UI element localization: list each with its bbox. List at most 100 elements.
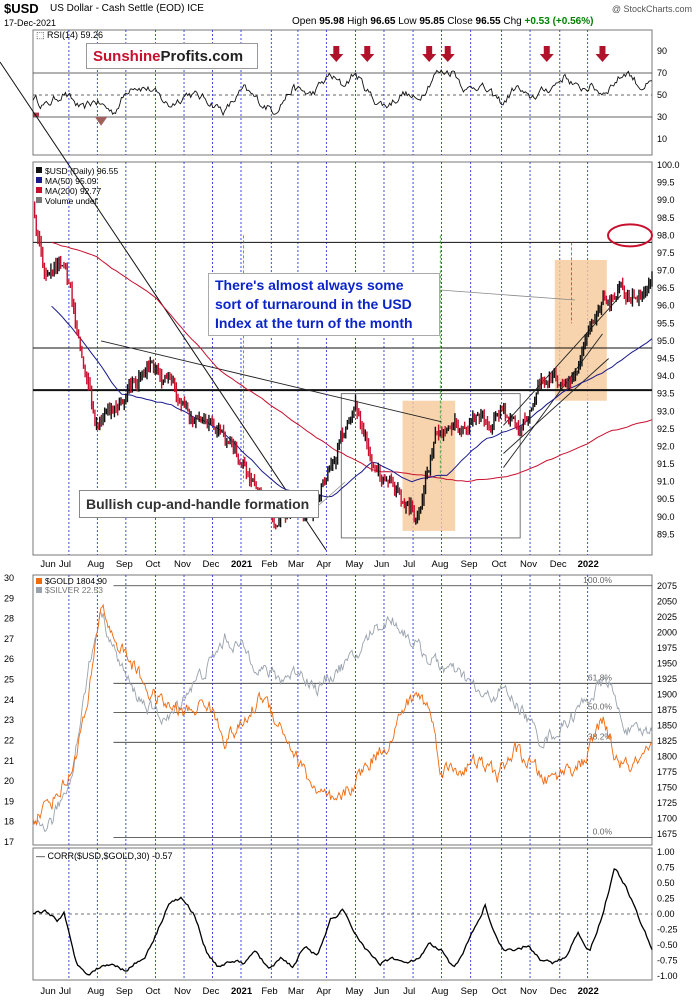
instrument-name: US Dollar - Cash Settle (EOD) ICE	[50, 3, 204, 14]
silver-tick-label: 30	[4, 573, 14, 583]
legend-swatch	[36, 187, 42, 193]
panel-frame-gold	[32, 574, 653, 846]
x-axis-label: Jul	[403, 986, 415, 997]
usd-tick-label: 98.5	[657, 213, 675, 223]
corr-tick-label: 0.00	[657, 909, 675, 919]
usd-tick-label: 97.5	[657, 248, 675, 258]
rsi-signal-arrow-icon	[360, 46, 375, 62]
x-axis-label: Mar	[288, 986, 304, 997]
usd-tick-label: 91.0	[657, 477, 675, 487]
x-axis-label: May	[345, 986, 363, 997]
gold-tick-label: 1750	[657, 783, 677, 793]
silver-tick-label: 28	[4, 614, 14, 624]
gold-tick-label: 1875	[657, 705, 677, 715]
x-axis-label: Oct	[146, 559, 161, 570]
silver-tick-label: 17	[4, 837, 14, 847]
x-axis-label: 2021	[231, 986, 253, 997]
silver-tick-label: 22	[4, 735, 14, 745]
usd-tick-label: 91.5	[657, 459, 675, 469]
rsi-signal-arrow-icon	[329, 46, 344, 62]
x-axis-label: Sep	[461, 986, 478, 997]
gold-tick-label: 2025	[657, 612, 677, 622]
chg-value: +0.53 (+0.56%)	[524, 16, 594, 27]
gold-tick-label: 1725	[657, 798, 677, 808]
x-axis-label: May	[345, 559, 363, 570]
silver-tick-label: 23	[4, 715, 14, 725]
x-axis-label: Feb	[261, 559, 277, 570]
x-axis-label: Apr	[316, 559, 331, 570]
x-axis-label: Dec	[203, 986, 220, 997]
fibonacci-label: 38.2%	[588, 731, 613, 741]
usd-tick-label: 96.0	[657, 301, 675, 311]
silver-line	[32, 611, 653, 833]
x-axis-label: 2022	[578, 986, 599, 997]
gold-tick-label: 1925	[657, 674, 677, 684]
cup-formation-box	[340, 393, 521, 539]
corr-line	[33, 868, 653, 976]
trend-line	[100, 340, 442, 423]
x-axis-label: Sep	[116, 559, 133, 570]
x-axis-label: 2021	[231, 559, 253, 570]
silver-tick-label: 24	[4, 695, 14, 705]
chart-date: 17-Dec-2021	[4, 18, 57, 28]
silver-tick-label: 27	[4, 634, 14, 644]
chg-label: Chg	[503, 16, 522, 27]
rsi-line	[32, 69, 652, 117]
gold-tick-label: 1950	[657, 658, 677, 668]
target-ellipse-icon	[607, 223, 653, 248]
usd-tick-label: 99.0	[657, 195, 675, 205]
usd-tick-label: 89.5	[657, 529, 675, 539]
gold-tick-label: 1825	[657, 736, 677, 746]
gold-legend-item: $GOLD 1804.90	[45, 576, 107, 586]
x-axis-label: Nov	[174, 559, 191, 570]
corr-tick-label: 0.75	[657, 863, 675, 873]
x-axis-label: Aug	[87, 986, 104, 997]
x-axis-label: Oct	[146, 986, 161, 997]
usd-price-series	[33, 201, 653, 530]
annotation-pointer	[318, 481, 346, 506]
turnaround-annotation: There's almost always some sort of turna…	[208, 273, 440, 336]
usd-tick-label: 97.0	[657, 266, 675, 276]
annotation-pointer	[439, 289, 576, 301]
silver-tick-label: 19	[4, 796, 14, 806]
usd-tick-label: 94.0	[657, 371, 675, 381]
fibonacci-label: 50.0%	[588, 701, 613, 711]
usd-tick-label: 90.0	[657, 512, 675, 522]
x-axis-label: Sep	[461, 559, 478, 570]
usd-legend-item: $USD (Daily) 96.55	[45, 166, 118, 176]
channel-line-lower	[503, 358, 609, 454]
corr-tick-label: -0.75	[657, 956, 678, 966]
x-axis-label: 2022	[578, 559, 599, 570]
gold-tick-label: 1850	[657, 721, 677, 731]
open-value: 95.98	[319, 16, 345, 27]
silver-tick-label: 18	[4, 817, 14, 827]
x-axis-label: Jun	[374, 986, 389, 997]
silver-tick-label: 21	[4, 756, 14, 766]
usd-tick-label: 93.0	[657, 406, 675, 416]
usd-tick-label: 94.5	[657, 354, 675, 364]
x-axis-label: Mar	[288, 559, 304, 570]
x-axis-label: Sep	[116, 986, 133, 997]
usd-legend-item: Volume undef	[45, 196, 98, 206]
symbol-label: $USD	[4, 1, 39, 16]
rsi-tick-label: 50	[657, 90, 667, 100]
ma50-line	[51, 305, 653, 498]
usd-tick-label: 95.0	[657, 336, 675, 346]
legend-swatch	[36, 197, 42, 203]
corr-tick-label: -0.50	[657, 940, 678, 950]
gold-tick-label: 1675	[657, 829, 677, 839]
fibonacci-label: 100.0%	[583, 575, 612, 585]
corr-tick-label: 0.50	[657, 878, 675, 888]
cup-and-handle-annotation: Bullish cup-and-handle formation	[79, 490, 319, 518]
brand-part-2: Profits.com	[160, 48, 244, 65]
brand-part-1: Sunshine	[93, 48, 161, 65]
x-axis-label: Jun	[374, 559, 389, 570]
x-axis-label: Nov	[520, 986, 537, 997]
x-axis-label: Aug	[432, 986, 449, 997]
gold-tick-label: 1900	[657, 689, 677, 699]
x-axis-label: Aug	[432, 559, 449, 570]
corr-tick-label: -1.00	[657, 971, 678, 981]
sunshine-profits-logo: SunshineProfits.com	[86, 43, 258, 69]
rsi-signal-arrow-icon	[539, 46, 554, 62]
stockcharts-credit: @ StockCharts.com	[611, 4, 692, 14]
